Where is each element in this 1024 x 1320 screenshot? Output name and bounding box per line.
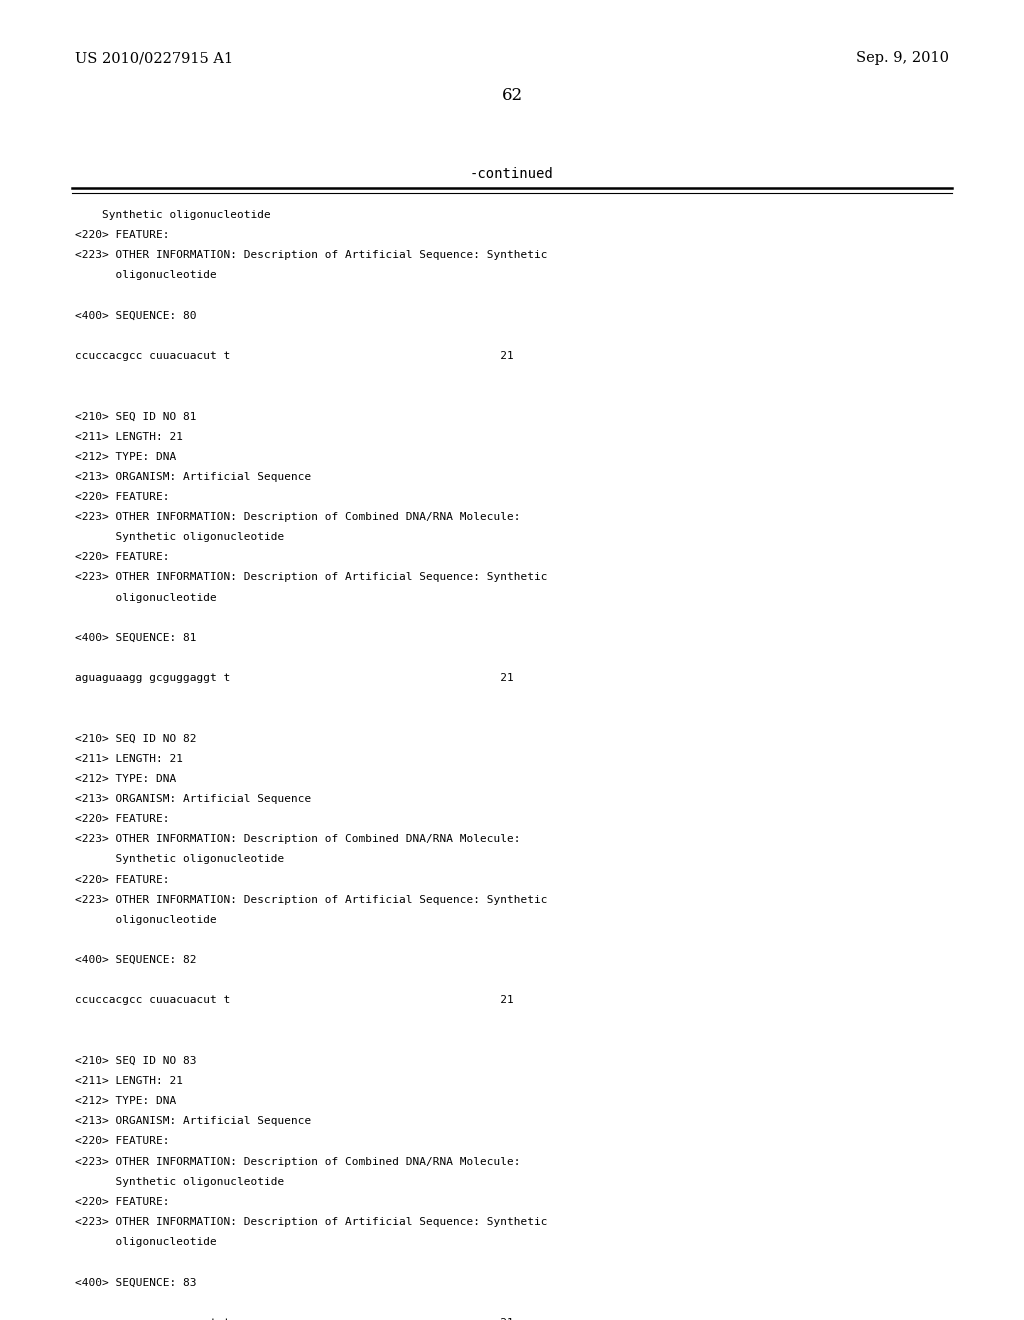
Text: <220> FEATURE:: <220> FEATURE: [75, 1137, 170, 1146]
Text: <212> TYPE: DNA: <212> TYPE: DNA [75, 1096, 176, 1106]
Text: oligonucleotide: oligonucleotide [75, 915, 217, 925]
Text: <400> SEQUENCE: 80: <400> SEQUENCE: 80 [75, 310, 197, 321]
Text: <213> ORGANISM: Artificial Sequence: <213> ORGANISM: Artificial Sequence [75, 471, 311, 482]
Text: <220> FEATURE:: <220> FEATURE: [75, 875, 170, 884]
Text: -continued: -continued [470, 168, 554, 181]
Text: <211> LENGTH: 21: <211> LENGTH: 21 [75, 1076, 183, 1086]
Text: <223> OTHER INFORMATION: Description of Combined DNA/RNA Molecule:: <223> OTHER INFORMATION: Description of … [75, 512, 520, 523]
Text: <210> SEQ ID NO 82: <210> SEQ ID NO 82 [75, 734, 197, 743]
Text: <220> FEATURE:: <220> FEATURE: [75, 814, 170, 824]
Text: oligonucleotide: oligonucleotide [75, 1237, 217, 1247]
Text: <210> SEQ ID NO 83: <210> SEQ ID NO 83 [75, 1056, 197, 1065]
Text: Synthetic oligonucleotide: Synthetic oligonucleotide [75, 210, 270, 220]
Text: oligonucleotide: oligonucleotide [75, 271, 217, 280]
Text: <220> FEATURE:: <220> FEATURE: [75, 1197, 170, 1206]
Text: <210> SEQ ID NO 81: <210> SEQ ID NO 81 [75, 412, 197, 421]
Text: <400> SEQUENCE: 83: <400> SEQUENCE: 83 [75, 1278, 197, 1287]
Text: <223> OTHER INFORMATION: Description of Artificial Sequence: Synthetic: <223> OTHER INFORMATION: Description of … [75, 895, 548, 904]
Text: <223> OTHER INFORMATION: Description of Artificial Sequence: Synthetic: <223> OTHER INFORMATION: Description of … [75, 573, 548, 582]
Text: <211> LENGTH: 21: <211> LENGTH: 21 [75, 432, 183, 441]
Text: <223> OTHER INFORMATION: Description of Combined DNA/RNA Molecule:: <223> OTHER INFORMATION: Description of … [75, 834, 520, 845]
Text: <220> FEATURE:: <220> FEATURE: [75, 552, 170, 562]
Text: <400> SEQUENCE: 82: <400> SEQUENCE: 82 [75, 956, 197, 965]
Text: oligonucleotide: oligonucleotide [75, 593, 217, 603]
Text: <212> TYPE: DNA: <212> TYPE: DNA [75, 774, 176, 784]
Text: <223> OTHER INFORMATION: Description of Artificial Sequence: Synthetic: <223> OTHER INFORMATION: Description of … [75, 1217, 548, 1228]
Text: Synthetic oligonucleotide: Synthetic oligonucleotide [75, 532, 285, 543]
Text: <213> ORGANISM: Artificial Sequence: <213> ORGANISM: Artificial Sequence [75, 1117, 311, 1126]
Text: <220> FEATURE:: <220> FEATURE: [75, 230, 170, 240]
Text: <213> ORGANISM: Artificial Sequence: <213> ORGANISM: Artificial Sequence [75, 795, 311, 804]
Text: Synthetic oligonucleotide: Synthetic oligonucleotide [75, 1176, 285, 1187]
Text: Sep. 9, 2010: Sep. 9, 2010 [856, 51, 949, 65]
Text: Synthetic oligonucleotide: Synthetic oligonucleotide [75, 854, 285, 865]
Text: <223> OTHER INFORMATION: Description of Combined DNA/RNA Molecule:: <223> OTHER INFORMATION: Description of … [75, 1156, 520, 1167]
Text: <400> SEQUENCE: 81: <400> SEQUENCE: 81 [75, 632, 197, 643]
Text: <223> OTHER INFORMATION: Description of Artificial Sequence: Synthetic: <223> OTHER INFORMATION: Description of … [75, 251, 548, 260]
Text: <212> TYPE: DNA: <212> TYPE: DNA [75, 451, 176, 462]
Text: 62: 62 [502, 87, 522, 104]
Text: ccuccacgcc cuuacuacut t                                        21: ccuccacgcc cuuacuacut t 21 [75, 995, 514, 1006]
Text: <211> LENGTH: 21: <211> LENGTH: 21 [75, 754, 183, 764]
Text: <220> FEATURE:: <220> FEATURE: [75, 492, 170, 502]
Text: ccuccacgcc cuuacuacut t                                        21: ccuccacgcc cuuacuacut t 21 [75, 351, 514, 360]
Text: aguaguaagg gcguggaggt t                                        21: aguaguaagg gcguggaggt t 21 [75, 673, 514, 684]
Text: aguaguaagg gcguggaggt t                                        21: aguaguaagg gcguggaggt t 21 [75, 1317, 514, 1320]
Text: US 2010/0227915 A1: US 2010/0227915 A1 [75, 51, 233, 65]
